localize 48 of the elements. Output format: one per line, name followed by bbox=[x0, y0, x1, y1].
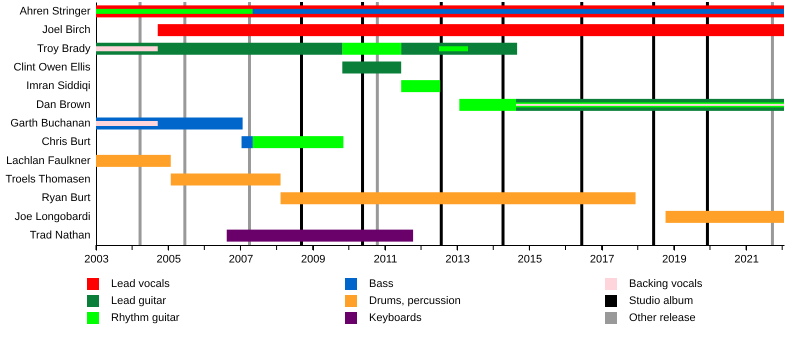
y-tick-label: Ahren Stringer bbox=[20, 5, 91, 18]
bar bbox=[96, 8, 253, 14]
x-tick-label: 2017 bbox=[590, 254, 614, 266]
bar bbox=[252, 136, 344, 148]
bar bbox=[439, 46, 468, 52]
y-tick-label: Ryan Burt bbox=[42, 192, 90, 204]
x-tick-label: 2015 bbox=[518, 254, 542, 266]
legend-label: Keyboards bbox=[369, 312, 422, 324]
x-tick-label: 2011 bbox=[374, 254, 398, 266]
bar bbox=[666, 210, 784, 223]
y-tick-label: Trad Nathan bbox=[30, 230, 90, 242]
y-tick-label: Joe Longobardi bbox=[14, 210, 90, 223]
bar bbox=[342, 42, 402, 55]
legend-label: Lead vocals bbox=[111, 278, 170, 290]
x-tick-label: 2007 bbox=[228, 254, 254, 266]
bar bbox=[226, 230, 414, 242]
y-tick-label: Troy Brady bbox=[37, 42, 91, 55]
bar bbox=[242, 136, 253, 148]
legend-label: Bass bbox=[369, 278, 394, 290]
bar bbox=[158, 24, 784, 36]
x-tick-label: 2013 bbox=[445, 254, 470, 266]
y-tick-label: Troels Thomasen bbox=[6, 174, 90, 186]
x-tick-label: 2009 bbox=[300, 254, 326, 266]
bar bbox=[252, 8, 784, 14]
x-tick-label: 2021 bbox=[734, 254, 759, 266]
bar bbox=[96, 154, 171, 167]
y-tick-label: Dan Brown bbox=[36, 98, 90, 111]
legend-label: Other release bbox=[629, 312, 696, 324]
bar bbox=[401, 80, 440, 92]
bar bbox=[170, 174, 281, 186]
y-tick-label: Clint Owen Ellis bbox=[13, 61, 91, 74]
bar bbox=[96, 121, 158, 126]
legend-label: Backing vocals bbox=[629, 278, 703, 290]
y-tick-label: Imran Siddiqi bbox=[26, 80, 90, 92]
y-tick-label: Joel Birch bbox=[42, 24, 90, 36]
bar bbox=[96, 46, 158, 52]
bar bbox=[342, 61, 402, 74]
x-tick-label: 2005 bbox=[156, 254, 181, 266]
x-tick-label: 2019 bbox=[662, 254, 687, 266]
y-tick-label: Chris Burt bbox=[42, 136, 90, 148]
legend-label: Drums, percussion bbox=[369, 295, 461, 307]
x-tick-label: 2003 bbox=[84, 254, 109, 266]
legend-label: Studio album bbox=[629, 295, 694, 307]
legend-label: Lead guitar bbox=[111, 295, 166, 307]
legend-label: Rhythm guitar bbox=[111, 312, 180, 324]
y-tick-label: Lachlan Faulkner bbox=[6, 154, 91, 167]
y-tick-label: Garth Buchanan bbox=[10, 118, 90, 130]
bar bbox=[280, 192, 636, 204]
